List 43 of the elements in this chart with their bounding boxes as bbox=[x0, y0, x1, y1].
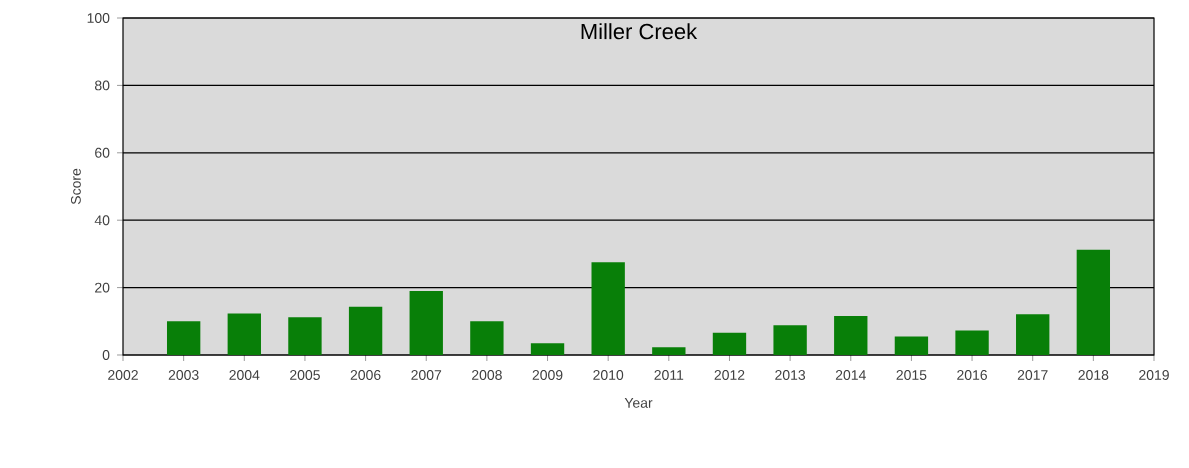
x-tick-label: 2008 bbox=[472, 370, 502, 380]
y-tick-label: 100 bbox=[87, 13, 110, 23]
x-axis-title: Year bbox=[624, 398, 653, 408]
bar bbox=[530, 343, 565, 355]
y-tick-label: 0 bbox=[102, 350, 110, 360]
bar bbox=[591, 262, 625, 355]
y-tick-label: 80 bbox=[94, 80, 110, 91]
bar bbox=[348, 306, 383, 355]
x-tick-label: 2013 bbox=[775, 370, 806, 380]
bar bbox=[652, 347, 686, 355]
y-axis-title: Score bbox=[70, 168, 81, 205]
x-tick-label: 2019 bbox=[1139, 370, 1169, 380]
bar bbox=[1076, 249, 1111, 355]
y-tick-label: 40 bbox=[94, 215, 110, 226]
y-tick-label: 60 bbox=[95, 147, 110, 158]
y-tick-label: 20 bbox=[95, 282, 110, 293]
x-tick-label: 2003 bbox=[168, 370, 199, 380]
chart-title: Miller Creek bbox=[581, 23, 698, 40]
x-tick-label: 2016 bbox=[957, 370, 987, 380]
x-tick-label: 2005 bbox=[290, 370, 320, 380]
bar bbox=[288, 317, 322, 355]
bar bbox=[834, 315, 868, 355]
x-tick-label: 2010 bbox=[593, 370, 624, 380]
x-tick-label: 2017 bbox=[1017, 370, 1048, 380]
x-tick-label: 2006 bbox=[350, 370, 381, 380]
x-tick-label: 2007 bbox=[411, 370, 442, 380]
bar bbox=[409, 290, 443, 355]
x-tick-label: 2009 bbox=[532, 370, 563, 380]
x-tick-label: 2018 bbox=[1078, 370, 1109, 380]
x-tick-label: 2014 bbox=[835, 370, 866, 380]
bar bbox=[227, 313, 261, 355]
x-tick-label: 2002 bbox=[108, 370, 138, 380]
x-tick-label: 2012 bbox=[714, 370, 745, 380]
bar bbox=[470, 321, 504, 355]
bar bbox=[773, 325, 807, 355]
bar bbox=[712, 332, 747, 355]
x-tick-label: 2004 bbox=[229, 370, 260, 380]
bar bbox=[955, 330, 989, 355]
x-tick-label: 2011 bbox=[654, 370, 684, 380]
bar bbox=[166, 321, 201, 355]
x-tick-label: 2015 bbox=[896, 370, 927, 380]
bar bbox=[894, 336, 929, 355]
bar bbox=[1016, 314, 1050, 355]
